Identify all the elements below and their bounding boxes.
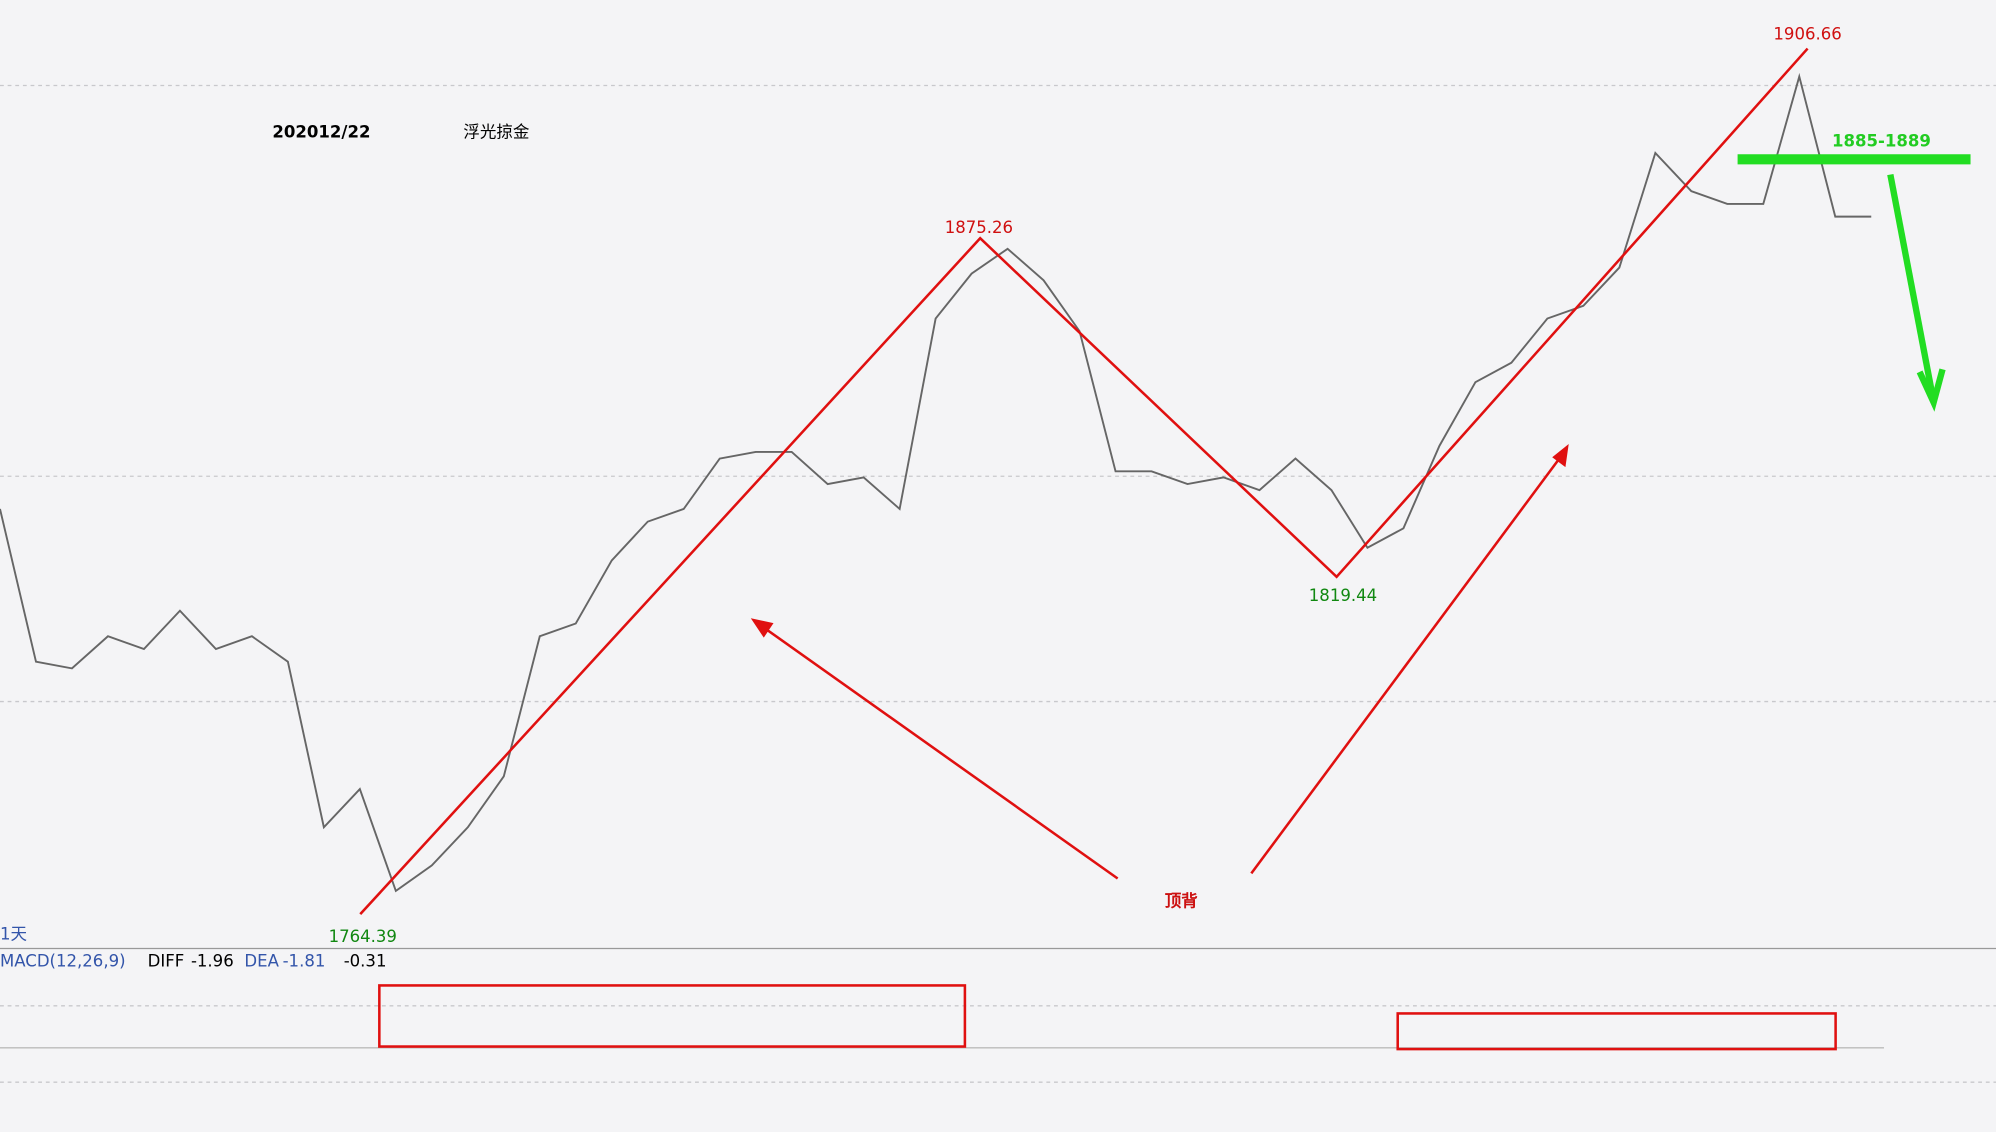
macd-box — [378, 984, 967, 1048]
annotation-label: 顶背 — [1165, 891, 1198, 911]
date: 202012/22 — [272, 123, 370, 142]
price-label: 1906.66 — [1773, 25, 1841, 44]
author: 浮光掠金 — [463, 123, 530, 142]
price-label: 1875.26 — [945, 218, 1013, 237]
annotations — [359, 47, 1837, 1051]
diff-value: -1.96 — [191, 951, 234, 970]
price-label: 1764.39 — [329, 927, 397, 946]
arrow — [1250, 452, 1565, 875]
down-arrow — [1887, 173, 1936, 396]
dea-label: DEA — [244, 951, 279, 970]
down-arrow-head — [1916, 368, 1946, 412]
macd-value: -0.31 — [344, 951, 387, 970]
price-label: 1819.44 — [1309, 586, 1377, 605]
trend-line — [359, 47, 1809, 916]
zone-label: 1885-1889 — [1832, 132, 1931, 151]
arrow — [757, 622, 1119, 880]
plot — [0, 72, 1872, 893]
macd-label: MACD(12,26,9) — [0, 951, 126, 970]
period-label: 1天 — [0, 925, 27, 944]
macd-box — [1396, 1012, 1837, 1051]
arrow-head — [1552, 443, 1569, 468]
arrow-head — [750, 618, 774, 638]
price-line — [0, 72, 1872, 893]
dea-value: -1.81 — [283, 951, 326, 970]
diff-label: DIFF — [148, 951, 185, 970]
